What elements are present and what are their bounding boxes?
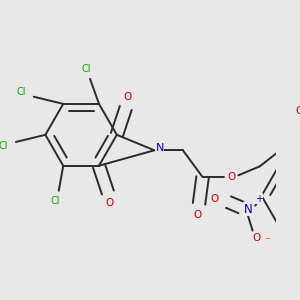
Text: Cl: Cl <box>82 64 91 74</box>
Text: ⁻: ⁻ <box>264 236 270 246</box>
Text: O: O <box>296 106 300 116</box>
Text: Cl: Cl <box>16 87 26 97</box>
Text: O: O <box>106 198 114 208</box>
Text: N: N <box>155 143 164 154</box>
Text: +: + <box>255 194 263 203</box>
Text: O: O <box>210 194 218 203</box>
Text: O: O <box>123 92 132 102</box>
Text: O: O <box>252 233 260 243</box>
Text: Cl: Cl <box>50 196 60 206</box>
Text: Cl: Cl <box>0 141 8 152</box>
Text: N: N <box>244 203 253 216</box>
Text: O: O <box>193 210 201 220</box>
Text: O: O <box>227 172 235 182</box>
